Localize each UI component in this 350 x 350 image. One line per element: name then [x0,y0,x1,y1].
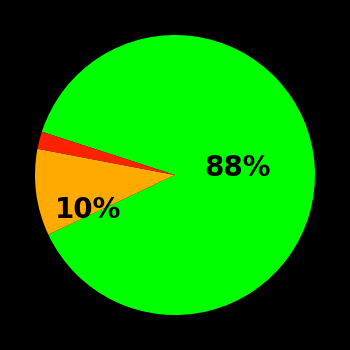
Wedge shape [37,132,175,175]
Wedge shape [42,35,315,315]
Text: 88%: 88% [205,154,271,182]
Text: 10%: 10% [55,196,121,224]
Wedge shape [35,149,175,234]
